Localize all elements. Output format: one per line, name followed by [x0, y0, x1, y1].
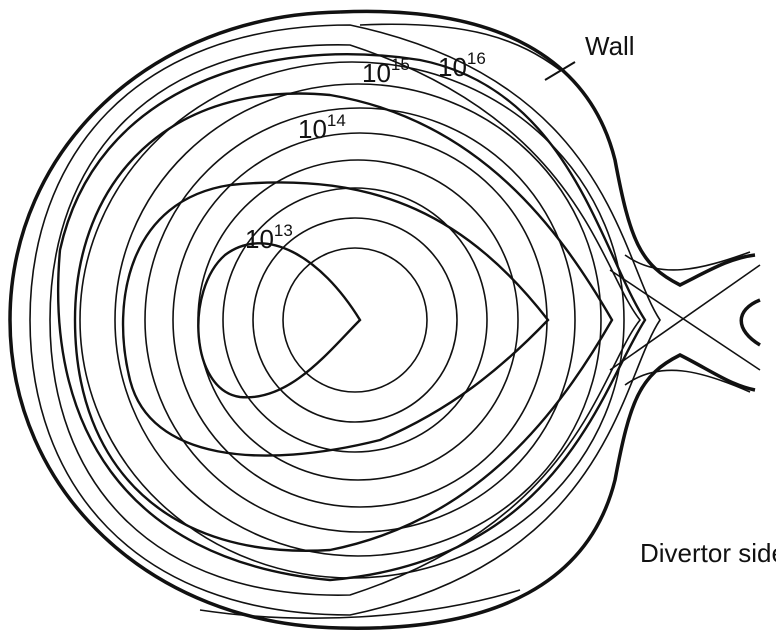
contour-base: 10 — [438, 52, 467, 82]
contour-base: 10 — [298, 114, 327, 144]
contour-exponent: 16 — [467, 49, 486, 68]
flux-surfaces — [29, 24, 661, 616]
divertor-side-label: Divertor side — [640, 538, 776, 568]
contour-label: 1013 — [245, 221, 293, 254]
wall-pointer — [544, 61, 576, 81]
contour-label: 1016 — [438, 49, 486, 82]
wall-label: Wall — [585, 31, 635, 61]
contour-label: 1014 — [298, 111, 346, 144]
contour-base: 10 — [245, 224, 274, 254]
contour-base: 10 — [362, 58, 391, 88]
contour-exponent: 13 — [274, 221, 293, 240]
density-contours — [56, 53, 647, 582]
separatrix-legs — [609, 251, 761, 393]
contour-exponent: 14 — [327, 111, 346, 130]
contour-exponent: 15 — [391, 55, 410, 74]
wall — [8, 9, 761, 630]
contour-label: 1015 — [362, 55, 410, 88]
